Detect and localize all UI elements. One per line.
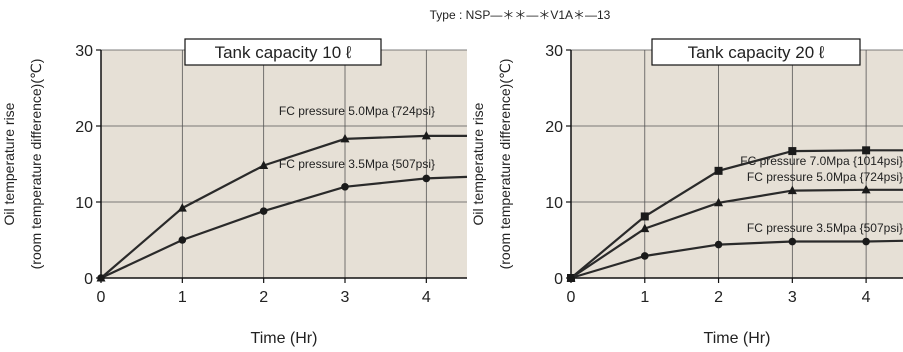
data-point	[97, 274, 105, 282]
chart-title-box	[651, 38, 861, 66]
x-tick-label: 4	[422, 289, 431, 306]
y-axis-label-line2: (room temperature difference)(℃)	[28, 59, 44, 270]
series-line	[100, 175, 468, 279]
data-point	[421, 130, 431, 140]
data-point	[788, 237, 797, 246]
series-label: FC pressure 5.0Mpa {724psi}	[747, 170, 903, 184]
y-tick-label: 10	[545, 195, 563, 212]
data-point	[788, 147, 797, 156]
x-tick-label: 1	[178, 289, 187, 306]
y-tick-label: 30	[545, 43, 563, 60]
y-tick-label: 0	[84, 271, 93, 288]
type-label: Type : NSP—＊＊—＊V1A＊—13	[430, 8, 611, 22]
data-point	[714, 166, 723, 175]
y-tick-label: 20	[75, 119, 93, 136]
y-axis-label-line2: (room temperature difference)(℃)	[497, 59, 513, 270]
data-point	[861, 184, 871, 194]
series-3: FC pressure 3.5Mpa {507psi}	[567, 221, 903, 282]
chart-title: Tank capacity 10 ℓ	[215, 43, 352, 62]
x-tick-label: 2	[259, 289, 268, 306]
series-label: FC pressure 7.0Mpa {1014psi}	[740, 154, 903, 168]
plot-area	[101, 50, 467, 278]
chart-panel-tank-20l: 0 1 2 3 4 0 10 20 30 Time (Hr) Oil temperature ris…	[470, 38, 903, 347]
data-point	[862, 237, 870, 246]
data-point	[787, 185, 797, 195]
data-point	[640, 223, 650, 233]
y-axis-label-line1: Oil temperature rise	[1, 102, 17, 225]
data-point	[340, 133, 350, 143]
data-point	[567, 274, 575, 282]
data-point	[259, 160, 269, 170]
x-tick-label: 1	[640, 289, 649, 306]
data-point	[714, 197, 724, 207]
data-point	[259, 207, 268, 215]
series-line	[100, 134, 467, 279]
series-label: FC pressure 5.0Mpa {724psi}	[279, 104, 435, 118]
series-line	[570, 239, 903, 280]
series-line	[570, 188, 903, 279]
y-tick-label: 0	[554, 271, 563, 288]
x-tick-label: 0	[567, 289, 576, 306]
x-tick-label: 3	[341, 289, 350, 306]
x-tick-label: 3	[788, 289, 797, 306]
y-tick-label: 30	[75, 43, 93, 60]
data-point	[177, 203, 187, 212]
x-axis-label: Time (Hr)	[251, 330, 318, 347]
y-tick-label: 20	[545, 119, 563, 136]
x-axis-label: Time (Hr)	[704, 330, 771, 347]
series-label: FC pressure 3.5Mpa {507psi}	[747, 221, 903, 235]
data-point	[178, 236, 187, 244]
chart-panel-tank-10l: 0 1 2 3 4 0 10 20 30 Time (Hr) Oil temperature ris…	[1, 38, 468, 347]
x-tick-label: 0	[97, 289, 106, 306]
chart-title-box	[184, 38, 382, 66]
data-point	[640, 252, 649, 260]
y-tick-label: 10	[75, 195, 93, 212]
series-label: FC pressure 3.5Mpa {507psi}	[279, 157, 435, 171]
data-point	[640, 212, 649, 221]
data-point	[422, 174, 431, 183]
series-2: FC pressure 3.5Mpa {507psi}	[97, 157, 468, 282]
data-point	[341, 183, 349, 191]
data-point	[862, 146, 871, 155]
y-axis-label-line1: Oil temperature rise	[470, 102, 486, 225]
data-point	[714, 240, 723, 249]
series-2: FC pressure 5.0Mpa {724psi}	[566, 170, 903, 282]
series-line	[570, 149, 903, 279]
chart-title: Tank capacity 20 ℓ	[688, 43, 825, 62]
x-tick-label: 2	[714, 289, 723, 306]
x-tick-label: 4	[862, 289, 871, 306]
